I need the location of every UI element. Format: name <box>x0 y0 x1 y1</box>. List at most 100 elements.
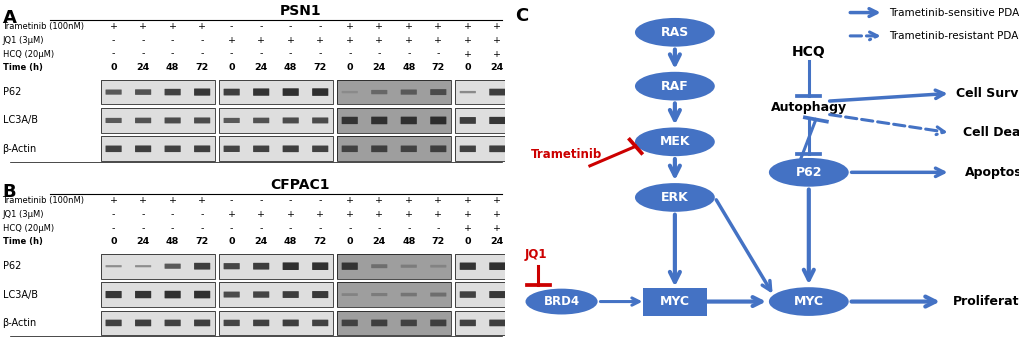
Text: 48: 48 <box>283 237 298 246</box>
FancyBboxPatch shape <box>282 88 299 96</box>
Bar <box>219 282 332 307</box>
Text: JQ1 (3μM): JQ1 (3μM) <box>2 210 44 219</box>
Bar <box>219 108 332 133</box>
Text: +: + <box>375 22 383 31</box>
Text: RAS: RAS <box>660 26 688 39</box>
Text: -: - <box>201 50 204 59</box>
Ellipse shape <box>635 72 714 101</box>
Text: +: + <box>345 210 354 219</box>
FancyBboxPatch shape <box>400 89 417 95</box>
Text: 0: 0 <box>464 237 471 246</box>
Text: +: + <box>405 196 413 205</box>
Text: 72: 72 <box>313 237 326 246</box>
Text: 72: 72 <box>313 63 326 72</box>
FancyBboxPatch shape <box>164 145 180 152</box>
Text: -: - <box>201 224 204 233</box>
Text: 48: 48 <box>401 63 415 72</box>
Text: +: + <box>375 36 383 45</box>
FancyBboxPatch shape <box>371 117 387 124</box>
Text: +: + <box>464 210 472 219</box>
Text: +: + <box>345 36 354 45</box>
Text: +: + <box>198 22 206 31</box>
Text: 0: 0 <box>346 237 353 246</box>
Text: -: - <box>436 50 439 59</box>
Bar <box>454 311 510 335</box>
Bar <box>219 311 332 335</box>
Text: +: + <box>405 22 413 31</box>
Text: -: - <box>259 196 263 205</box>
FancyBboxPatch shape <box>194 263 210 270</box>
Bar <box>337 80 450 104</box>
Text: +: + <box>405 210 413 219</box>
Bar <box>454 254 510 279</box>
Bar <box>337 282 450 307</box>
Text: MEK: MEK <box>659 135 690 148</box>
Text: 24: 24 <box>490 63 503 72</box>
Ellipse shape <box>768 287 848 316</box>
Text: +: + <box>493 36 500 45</box>
Bar <box>454 136 510 161</box>
Text: 48: 48 <box>283 63 298 72</box>
Bar <box>454 311 510 335</box>
Bar <box>337 254 450 279</box>
Text: +: + <box>375 210 383 219</box>
Text: Trametinib (100nM): Trametinib (100nM) <box>2 196 85 205</box>
Text: MYC: MYC <box>659 295 689 308</box>
Text: C: C <box>515 7 528 25</box>
FancyBboxPatch shape <box>105 265 121 267</box>
Text: +: + <box>109 196 117 205</box>
FancyBboxPatch shape <box>253 292 269 298</box>
Text: -: - <box>112 210 115 219</box>
Text: CFPAC1: CFPAC1 <box>270 178 330 192</box>
FancyBboxPatch shape <box>460 91 476 93</box>
Text: -: - <box>407 50 410 59</box>
FancyBboxPatch shape <box>194 117 210 123</box>
Text: Autophagy: Autophagy <box>770 101 846 114</box>
Bar <box>219 136 332 161</box>
FancyBboxPatch shape <box>223 320 239 326</box>
Text: 48: 48 <box>166 237 179 246</box>
Bar <box>219 254 332 279</box>
Text: -: - <box>201 36 204 45</box>
FancyBboxPatch shape <box>489 145 504 152</box>
Text: +: + <box>257 210 265 219</box>
FancyBboxPatch shape <box>105 118 121 123</box>
Text: MYC: MYC <box>793 295 823 308</box>
Text: -: - <box>229 224 233 233</box>
Bar <box>101 282 215 307</box>
Text: +: + <box>316 36 324 45</box>
FancyBboxPatch shape <box>253 145 269 152</box>
FancyBboxPatch shape <box>135 320 151 326</box>
Text: -: - <box>112 50 115 59</box>
FancyBboxPatch shape <box>282 262 299 270</box>
Text: +: + <box>493 22 500 31</box>
Bar <box>454 108 510 133</box>
Text: 48: 48 <box>401 237 415 246</box>
Bar <box>101 254 215 279</box>
Text: P62: P62 <box>2 261 20 271</box>
Ellipse shape <box>635 18 714 47</box>
Text: +: + <box>227 210 235 219</box>
Bar <box>101 80 215 104</box>
Text: -: - <box>259 50 263 59</box>
Text: +: + <box>227 36 235 45</box>
Text: 24: 24 <box>372 63 385 72</box>
FancyBboxPatch shape <box>105 291 121 298</box>
Text: +: + <box>345 196 354 205</box>
FancyBboxPatch shape <box>282 291 299 298</box>
Text: -: - <box>142 36 145 45</box>
Bar <box>454 80 510 104</box>
Text: LC3A/B: LC3A/B <box>2 290 38 299</box>
Text: +: + <box>493 210 500 219</box>
Text: -: - <box>288 22 292 31</box>
Text: -: - <box>112 224 115 233</box>
Text: Time (h): Time (h) <box>2 63 43 72</box>
Text: 24: 24 <box>490 237 503 246</box>
Bar <box>101 136 215 161</box>
Text: -: - <box>171 36 174 45</box>
Bar <box>337 108 450 133</box>
Text: JQ1: JQ1 <box>524 248 546 261</box>
Text: Proliferation: Proliferation <box>952 295 1019 308</box>
Bar <box>101 311 215 335</box>
Bar <box>219 282 332 307</box>
